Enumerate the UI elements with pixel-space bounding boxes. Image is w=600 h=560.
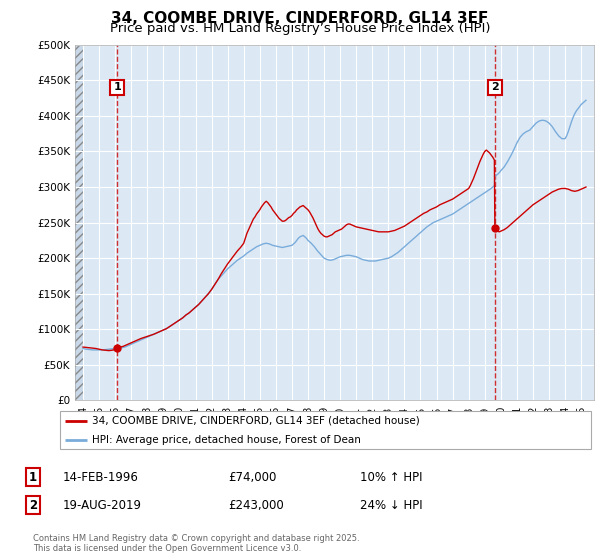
Text: HPI: Average price, detached house, Forest of Dean: HPI: Average price, detached house, Fore… [92,435,361,445]
Text: 34, COOMBE DRIVE, CINDERFORD, GL14 3EF: 34, COOMBE DRIVE, CINDERFORD, GL14 3EF [112,11,488,26]
Text: 1: 1 [113,82,121,92]
Text: 1: 1 [29,470,37,484]
FancyBboxPatch shape [59,411,592,449]
Text: 10% ↑ HPI: 10% ↑ HPI [360,470,422,484]
Text: 2: 2 [491,82,499,92]
Text: 19-AUG-2019: 19-AUG-2019 [63,498,142,512]
Text: Contains HM Land Registry data © Crown copyright and database right 2025.
This d: Contains HM Land Registry data © Crown c… [33,534,359,553]
Text: 24% ↓ HPI: 24% ↓ HPI [360,498,422,512]
Text: £243,000: £243,000 [228,498,284,512]
Text: Price paid vs. HM Land Registry’s House Price Index (HPI): Price paid vs. HM Land Registry’s House … [110,22,490,35]
Text: £74,000: £74,000 [228,470,277,484]
Text: 2: 2 [29,498,37,512]
Text: 34, COOMBE DRIVE, CINDERFORD, GL14 3EF (detached house): 34, COOMBE DRIVE, CINDERFORD, GL14 3EF (… [92,416,419,426]
Bar [75,45,83,400]
Text: 14-FEB-1996: 14-FEB-1996 [63,470,139,484]
